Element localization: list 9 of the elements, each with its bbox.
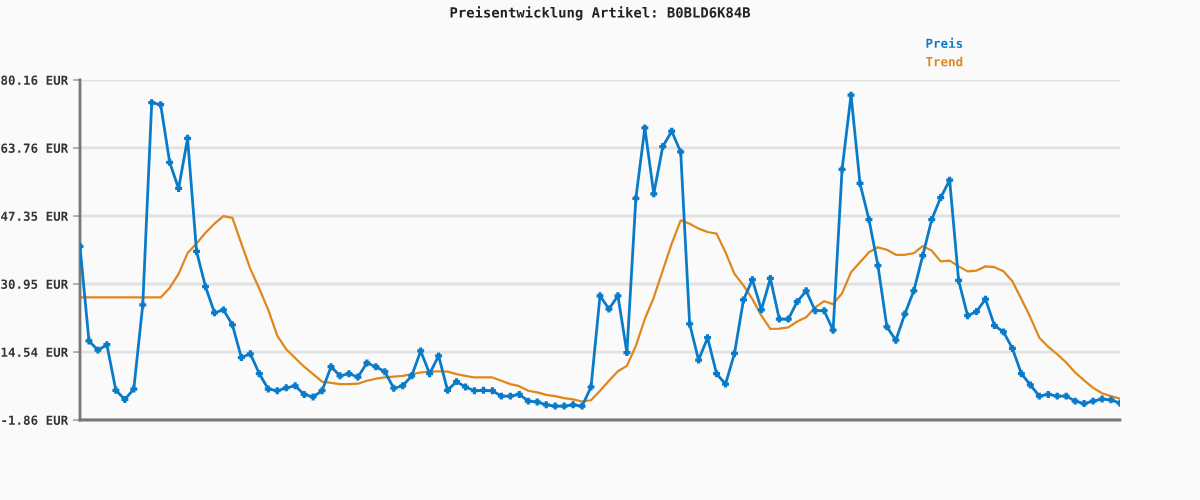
y-tick-label: 47.35 EUR — [1, 211, 69, 221]
y-tick-label: 30.95 EUR — [1, 279, 69, 289]
y-tick-label: -1.86 EUR — [2, 415, 69, 425]
chart-title: Preisentwicklung Artikel: B0BLD6K84B — [450, 6, 751, 21]
y-tick-label: 80.16 EUR — [1, 75, 69, 85]
text: Preis — [926, 37, 963, 48]
y-tick-label: 14.54 EUR — [1, 347, 69, 357]
text: Trend — [926, 56, 963, 67]
y-tick-label: 63.76 EUR — [1, 143, 69, 153]
